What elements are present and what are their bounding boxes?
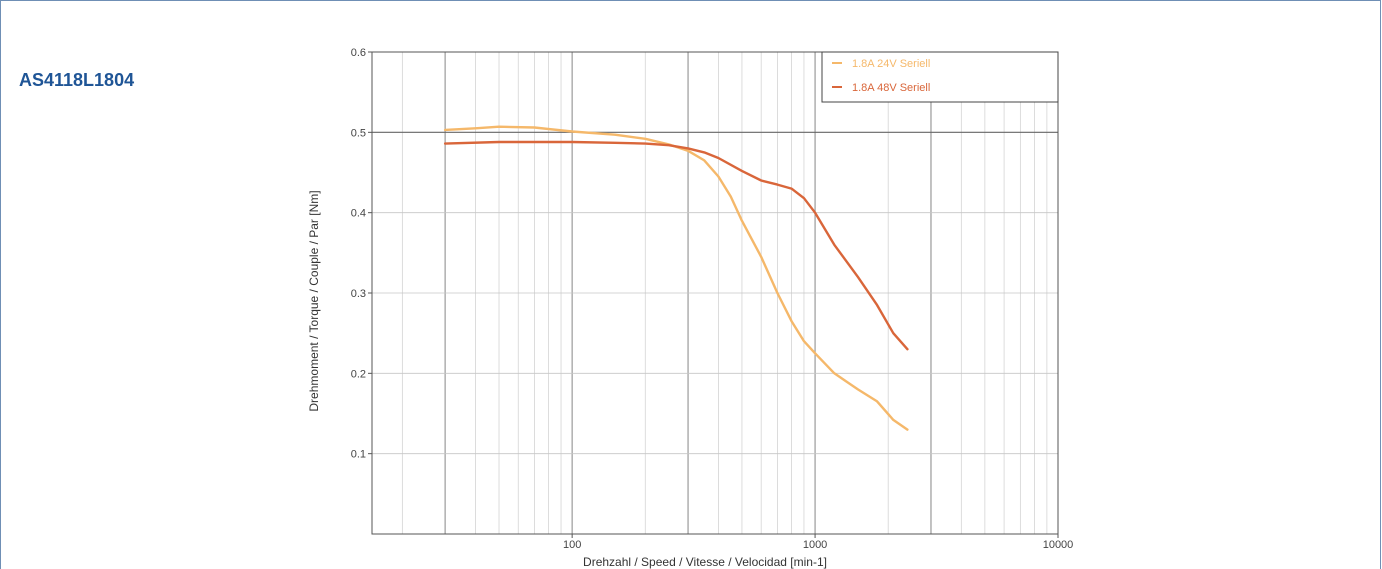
x-axis-label: Drehzahl / Speed / Vitesse / Velocidad [… xyxy=(583,555,827,569)
x-tick-label: 100 xyxy=(563,539,581,551)
chart-grid xyxy=(372,52,1058,534)
model-title: AS4118L1804 xyxy=(19,70,135,90)
y-tick-label: 0.5 xyxy=(351,127,366,139)
legend-label: 1.8A 48V Seriell xyxy=(852,82,930,94)
y-tick-label: 0.1 xyxy=(351,449,366,461)
series-line-2 xyxy=(443,140,909,351)
chart-legend: 1.8A 24V Seriell 1.8A 48V Seriell xyxy=(821,51,1059,103)
data-lines xyxy=(443,125,909,431)
series-line-1 xyxy=(443,125,909,431)
x-tick-label: 1000 xyxy=(803,539,827,551)
legend-label: 1.8A 24V Seriell xyxy=(852,58,930,70)
x-tick-label: 10000 xyxy=(1043,539,1074,551)
y-tick-label: 0.3 xyxy=(351,288,366,300)
y-tick-label: 0.4 xyxy=(351,208,366,220)
legend-box xyxy=(821,51,1059,103)
axis-ticks: 0.1 0.2 0.3 0.4 0.5 0.6 100 1000 10000 xyxy=(351,47,1074,551)
y-axis-label: Drehmoment / Torque / Couple / Par [Nm] xyxy=(307,190,321,411)
y-tick-label: 0.2 xyxy=(351,368,366,380)
y-tick-label: 0.6 xyxy=(351,47,366,59)
